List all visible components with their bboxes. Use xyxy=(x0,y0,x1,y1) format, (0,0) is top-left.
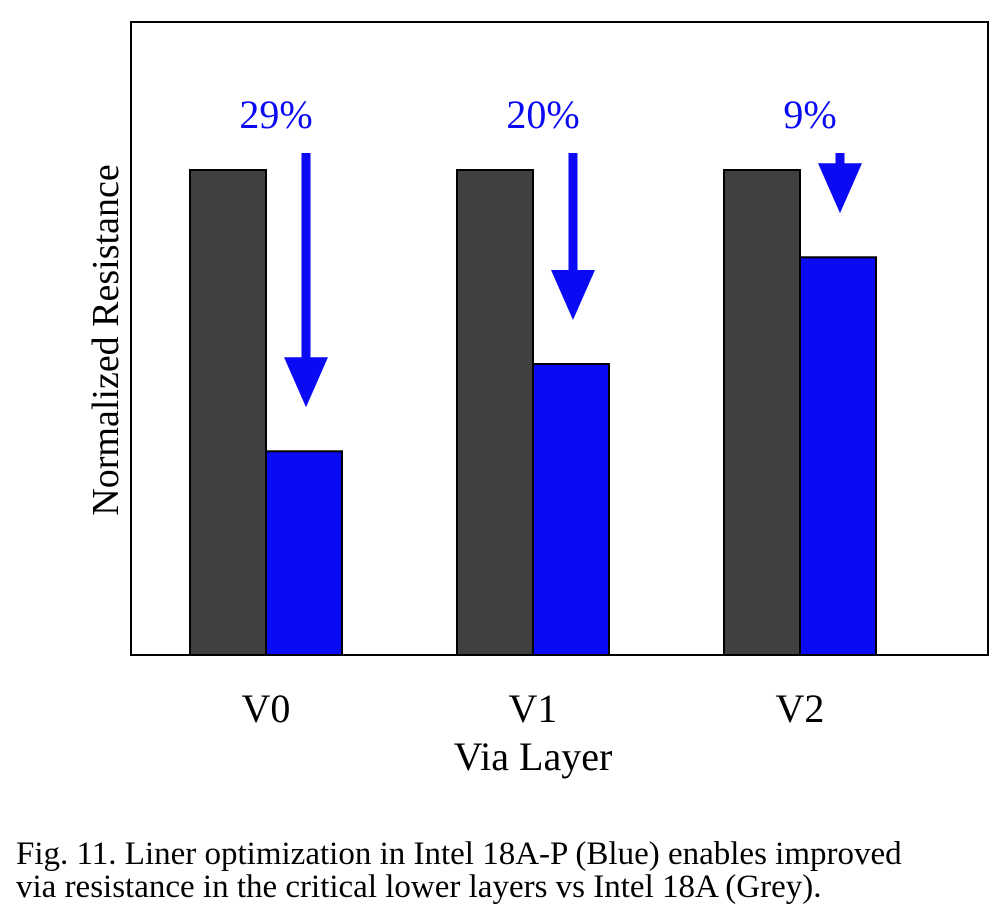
reduction-label-v1: 20% xyxy=(506,92,579,137)
arrow-head-v1 xyxy=(551,270,595,320)
bars-group xyxy=(189,169,877,656)
bar-blue-v2 xyxy=(799,256,877,656)
bar-grey-v1 xyxy=(456,169,534,656)
figure-caption: Fig. 11. Liner optimization in Intel 18A… xyxy=(16,838,991,904)
bar-blue-v0 xyxy=(265,450,343,656)
bar-chart: V0 V1 V2 29% 20% 9% Normalized Resistance Via… xyxy=(85,21,989,779)
arrows-group xyxy=(284,153,862,408)
bar-grey-v2 xyxy=(723,169,801,656)
x-axis-label: Via Layer xyxy=(454,734,613,779)
caption-line-1: Fig. 11. Liner optimization in Intel 18A… xyxy=(16,836,902,872)
y-axis-label: Normalized Resistance xyxy=(85,164,127,515)
labels-group: V0 V1 V2 29% 20% 9% xyxy=(239,92,836,731)
reduction-label-v0: 29% xyxy=(239,92,312,137)
bar-blue-v1 xyxy=(532,363,610,656)
arrow-head-v2 xyxy=(818,163,862,214)
caption-line-2: via resistance in the critical lower lay… xyxy=(16,869,822,905)
arrow-head-v0 xyxy=(284,357,328,408)
x-tick-label-v1: V1 xyxy=(509,686,558,731)
bar-grey-v0 xyxy=(189,169,267,656)
reduction-label-v2: 9% xyxy=(783,92,836,137)
x-tick-label-v0: V0 xyxy=(242,686,291,731)
x-tick-label-v2: V2 xyxy=(776,686,825,731)
